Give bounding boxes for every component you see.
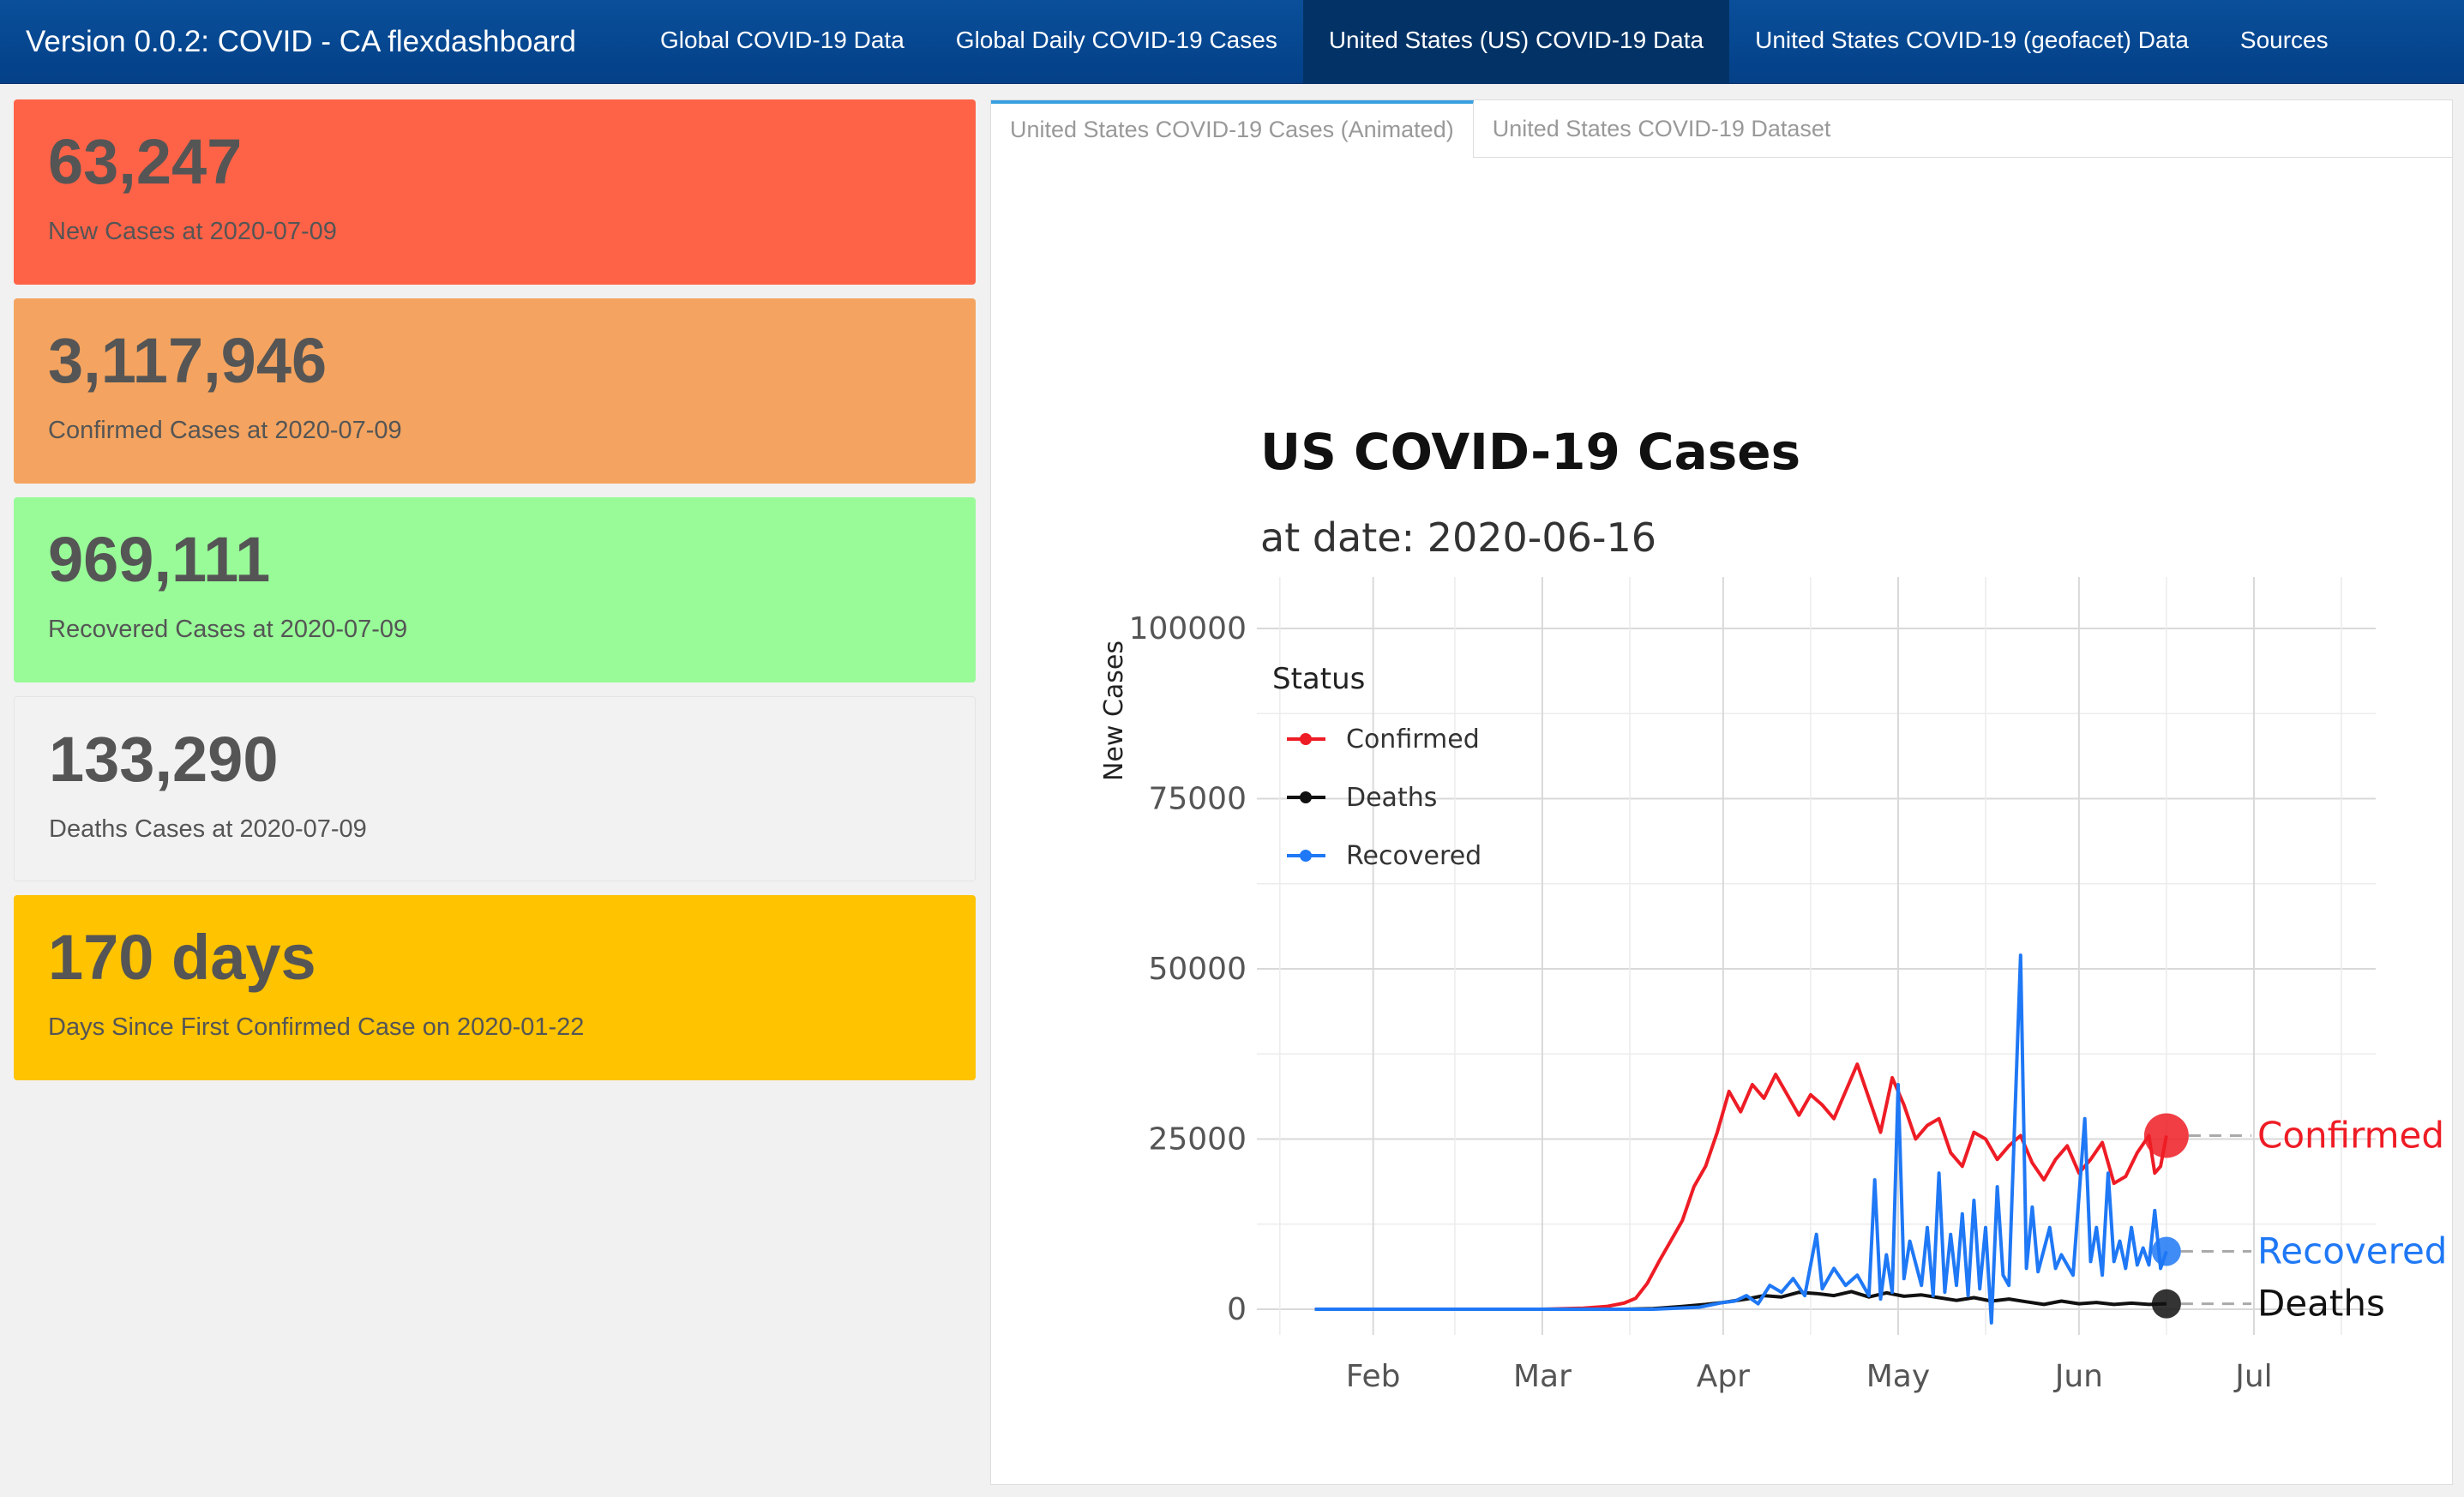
end-marker-confirmed — [2143, 1113, 2189, 1158]
y-tick-label: 25000 — [1148, 1122, 1247, 1157]
x-tick-label: Apr — [1697, 1359, 1750, 1394]
x-tick-label: Jun — [2053, 1359, 2103, 1394]
nav-item-us-data[interactable]: United States (US) COVID-19 Data — [1302, 0, 1730, 84]
nav-item-sources[interactable]: Sources — [2239, 26, 2329, 53]
chart-panel: United States COVID-19 Cases (Animated) … — [990, 99, 2453, 1485]
legend-title: Status — [1272, 662, 1365, 696]
y-tick-label: 100000 — [1129, 611, 1247, 646]
chart-subtitle: at date: 2020-06-16 — [1260, 514, 1656, 561]
x-tick-label: Jul — [2233, 1359, 2272, 1394]
legend-entry-deaths: Deaths — [1346, 783, 1437, 813]
recovered-cases-caption: Recovered Cases at 2020-07-09 — [48, 616, 408, 643]
new-cases-caption: New Cases at 2020-07-09 — [48, 218, 337, 245]
nav-item-us-geofacet-data[interactable]: United States COVID-19 (geofacet) Data — [1755, 26, 2189, 53]
end-marker-deaths — [2151, 1289, 2181, 1319]
deaths-cases-caption: Deaths Cases at 2020-07-09 — [49, 815, 367, 843]
chart-series — [1314, 953, 2168, 1325]
end-label-deaths: Deaths — [2257, 1283, 2385, 1325]
end-label-confirmed: Confirmed — [2257, 1115, 2444, 1157]
y-tick-label: 75000 — [1148, 782, 1247, 817]
y-tick-label: 0 — [1227, 1292, 1247, 1327]
tab-us-cases-animated[interactable]: United States COVID-19 Cases (Animated) — [991, 100, 1474, 158]
legend-key-dot-deaths — [1300, 791, 1312, 803]
days-since-first-case-value: 170 days — [48, 922, 316, 993]
navbar: Version 0.0.2: COVID - CA flexdashboard … — [0, 0, 2464, 84]
series-line-recovered — [1314, 953, 2168, 1325]
x-tick-label: Mar — [1513, 1359, 1572, 1394]
series-line-deaths — [1314, 1290, 2167, 1311]
series-line-confirmed — [1314, 1062, 2168, 1311]
nav-menu: Global COVID-19 Data Global Daily COVID-… — [634, 0, 2354, 84]
legend-entry-confirmed: Confirmed — [1346, 724, 1480, 755]
chart-legend: Status Confirmed Deaths Recovered — [1272, 662, 1481, 871]
legend-entry-recovered: Recovered — [1346, 841, 1481, 871]
new-cases-value: 63,247 — [48, 126, 243, 197]
y-axis-label: New Cases — [1099, 640, 1129, 781]
x-tick-label: Feb — [1346, 1359, 1401, 1394]
confirmed-cases-value: 3,117,946 — [48, 325, 328, 396]
chart-grid — [1257, 577, 2376, 1335]
new-cases-valuebox: 63,247 New Cases at 2020-07-09 — [14, 99, 976, 285]
recovered-cases-valuebox: 969,111 Recovered Cases at 2020-07-09 — [14, 497, 976, 682]
nav-item-global-daily-cases[interactable]: Global Daily COVID-19 Cases — [955, 26, 1277, 53]
chart-axes: 0 25000 50000 75000 100000 Feb Mar Apr May Jun Jul — [1129, 611, 2273, 1394]
chart-end-labels: Confirmed Recovered Deaths — [2143, 1113, 2447, 1325]
app-title[interactable]: Version 0.0.2: COVID - CA flexdashboard — [26, 24, 576, 58]
days-since-first-case-valuebox: 170 days Days Since First Confirmed Case… — [14, 895, 976, 1080]
confirmed-cases-caption: Confirmed Cases at 2020-07-09 — [48, 417, 402, 444]
us-covid-cases-chart: US COVID-19 Cases at date: 2020-06-16 Ne… — [1099, 423, 2447, 1394]
days-since-first-case-caption: Days Since First Confirmed Case on 2020-… — [48, 1013, 585, 1041]
tab-us-dataset[interactable]: United States COVID-19 Dataset — [1492, 116, 1831, 141]
recovered-cases-value: 969,111 — [48, 524, 271, 595]
end-marker-recovered — [2151, 1236, 2181, 1266]
legend-key-dot-confirmed — [1300, 733, 1312, 745]
legend-key-dot-recovered — [1300, 850, 1312, 862]
tab-bar: United States COVID-19 Cases (Animated) … — [991, 100, 2452, 158]
y-tick-label: 50000 — [1148, 952, 1247, 987]
x-tick-label: May — [1866, 1359, 1930, 1394]
chart-title: US COVID-19 Cases — [1260, 423, 1800, 481]
nav-item-global-data[interactable]: Global COVID-19 Data — [660, 26, 904, 53]
deaths-cases-valuebox: 133,290 Deaths Cases at 2020-07-09 — [14, 696, 976, 881]
end-label-recovered: Recovered — [2257, 1230, 2447, 1272]
deaths-cases-value: 133,290 — [49, 724, 279, 795]
confirmed-cases-valuebox: 3,117,946 Confirmed Cases at 2020-07-09 — [14, 298, 976, 484]
